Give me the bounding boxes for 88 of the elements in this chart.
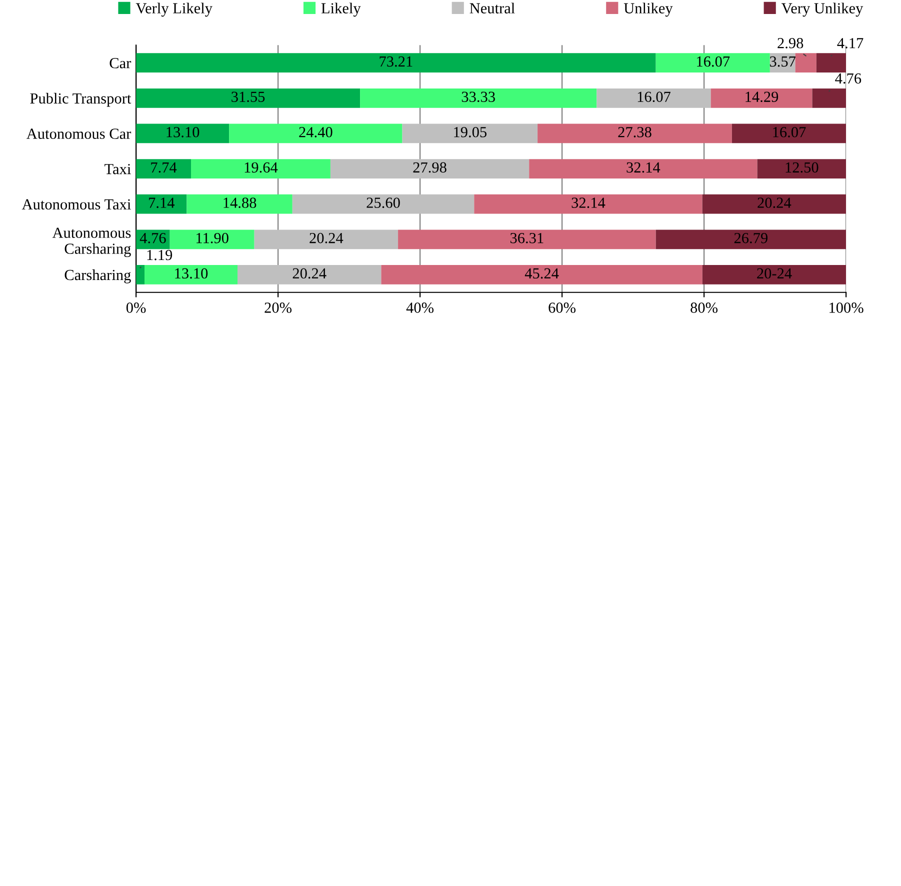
bar — [292, 194, 474, 214]
data-label: 7.14 — [149, 198, 175, 208]
data-label: 16.07 — [773, 126, 806, 138]
data-label: 19.64 — [244, 162, 278, 173]
bar — [170, 230, 254, 250]
legend-label: Likely — [321, 2, 361, 17]
bar — [229, 124, 402, 144]
bar — [360, 88, 597, 108]
bar — [381, 265, 702, 284]
y-tick-label: Car — [110, 58, 132, 68]
bar — [330, 159, 530, 178]
data-label: 16.07 — [638, 92, 670, 102]
data-label: 4.76 — [835, 73, 862, 84]
legend-label: Verly Likely — [136, 2, 212, 17]
y-tick-label: Autonomous Car — [26, 128, 132, 139]
bar — [136, 88, 360, 108]
data-label: 19.05 — [454, 126, 487, 138]
data-label: 14.88 — [224, 198, 256, 208]
bar — [136, 159, 192, 178]
data-label: 27.38 — [618, 126, 652, 138]
data-label: 14.29 — [746, 92, 778, 102]
bar — [770, 53, 796, 73]
y-tick-label: Autonomous Carsharing — [52, 228, 131, 258]
bar — [186, 194, 292, 214]
data-label: 32.14 — [572, 198, 606, 208]
x-tick-label: 40% — [406, 302, 434, 313]
bar — [529, 159, 758, 178]
data-label: 12.50 — [786, 162, 818, 173]
data-label: 1.19 — [147, 250, 172, 260]
bar — [702, 194, 846, 214]
data-label: 3.57 — [770, 56, 796, 67]
data-label: 26.79 — [734, 232, 768, 244]
x-tick-label: 0% — [126, 302, 146, 313]
data-label: 45.24 — [524, 268, 559, 279]
data-label: 36.31 — [510, 232, 544, 244]
data-label: 24.40 — [299, 126, 332, 138]
data-label: 20.24 — [758, 198, 792, 208]
bar — [238, 265, 382, 284]
bar — [596, 88, 711, 108]
data-label: 4.17 — [837, 38, 864, 48]
x-tick-label: 80% — [690, 302, 718, 313]
bar — [816, 53, 846, 73]
x-tick-label: 60% — [548, 302, 576, 313]
bar — [136, 230, 170, 250]
data-label: 13.10 — [166, 126, 200, 138]
x-tick-label: 20% — [264, 302, 292, 313]
data-label: 11.90 — [196, 232, 228, 244]
bar — [656, 230, 846, 250]
bar — [474, 194, 702, 214]
bar — [538, 124, 732, 144]
legend-label: Very Unlikey — [781, 2, 864, 17]
bar — [191, 159, 330, 178]
bar — [144, 265, 238, 284]
bar — [732, 124, 846, 144]
legend-label: Neutral — [470, 2, 515, 14]
bar — [136, 124, 230, 144]
data-label: 27.98 — [413, 162, 446, 173]
x-tick-label: 100% — [830, 302, 864, 313]
bar — [812, 88, 846, 108]
y-tick-label: Carsharing — [64, 269, 131, 284]
bar — [402, 124, 538, 144]
bar — [398, 230, 656, 250]
bar — [136, 265, 144, 284]
bar — [757, 159, 846, 178]
bar — [136, 53, 656, 73]
data-label: 25.60 — [366, 198, 400, 208]
data-label: 32.14 — [626, 162, 660, 173]
data-label: 7.74 — [151, 162, 177, 173]
data-label: 20-24 — [757, 268, 792, 279]
y-tick-label: Taxi — [104, 164, 131, 174]
data-label: 20.24 — [292, 268, 326, 279]
data-label: 73.21 — [380, 56, 412, 67]
bar — [254, 230, 398, 250]
data-label: 4.76 — [140, 232, 166, 244]
bar — [710, 88, 812, 108]
bar — [136, 194, 187, 214]
data-label: 2.98 — [778, 38, 804, 48]
data-label: 31.55 — [232, 92, 265, 102]
y-tick-label: Autonomous Taxi — [22, 199, 131, 210]
bar — [795, 53, 816, 73]
data-label: 16.07 — [697, 56, 730, 67]
data-label: 20.24 — [310, 232, 344, 244]
bar — [656, 53, 770, 73]
data-label: 13.10 — [175, 268, 208, 279]
legend-label: Unlikey — [624, 2, 673, 17]
bar — [702, 265, 846, 284]
y-tick-label: Public Transport — [30, 92, 132, 107]
data-label: 33.33 — [462, 92, 495, 102]
